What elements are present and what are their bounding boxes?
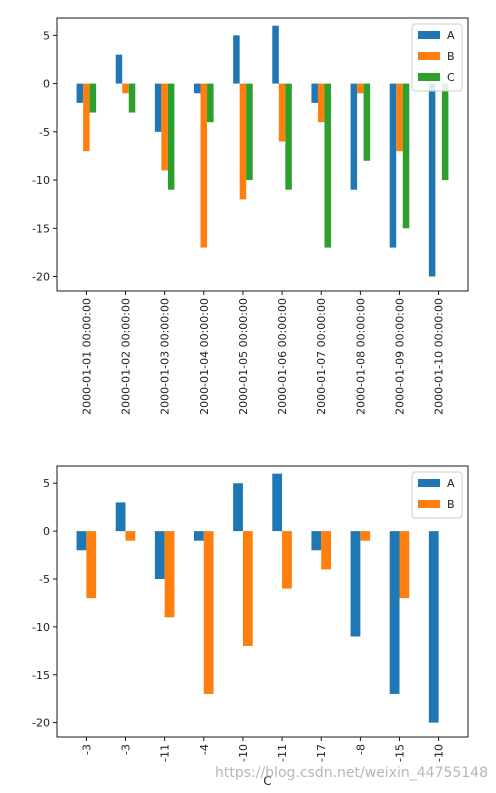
bar-B-3 — [164, 531, 175, 618]
y-tick-label: -10 — [32, 174, 50, 187]
bar-B-5 — [239, 83, 247, 200]
x-tick-label: -11 — [276, 744, 289, 762]
bar-C-7 — [324, 83, 331, 248]
bar-B-7 — [321, 531, 331, 570]
x-tick-label: -17 — [315, 744, 328, 762]
x-tick-label: 2000-01-03 00:00:00 — [159, 298, 172, 415]
bar-A-1 — [76, 531, 87, 551]
axes-frame — [56, 465, 469, 738]
y-tick-label: 0 — [43, 78, 50, 91]
bar-B-8 — [357, 83, 364, 94]
bar-B-3 — [161, 83, 168, 171]
legend-label-B: B — [447, 498, 455, 511]
bar-A-1 — [76, 83, 84, 103]
y-tick-label: -5 — [39, 573, 50, 586]
bar-C-8 — [363, 83, 371, 161]
y-tick-label: -20 — [32, 271, 50, 284]
legend-swatch-A — [418, 479, 440, 487]
bar-C-4 — [207, 83, 214, 123]
bar-B-9 — [396, 83, 403, 152]
bar-A-3 — [154, 531, 165, 579]
bar-C-2 — [128, 83, 136, 113]
axes-frame — [56, 17, 469, 292]
bar-B-9 — [399, 531, 410, 599]
x-tick-label: -10 — [237, 744, 250, 762]
bar-A-10 — [428, 531, 439, 723]
y-tick-label: -5 — [39, 126, 50, 139]
bar-A-7 — [311, 83, 318, 103]
x-tick-label: -3 — [80, 744, 93, 755]
legend-swatch-C — [418, 73, 440, 81]
bar-B-2 — [122, 83, 129, 94]
bar-B-8 — [360, 531, 371, 541]
y-tick-label: 5 — [43, 29, 50, 42]
legend-label-B: B — [447, 50, 455, 63]
bar-A-2 — [115, 502, 126, 532]
legend: AB — [411, 471, 463, 519]
bar-A-6 — [272, 25, 279, 84]
bar-A-9 — [389, 83, 397, 248]
chart-1: 5 0 -5 -10 -15 -20 2000-01-01 00:00:00 2000-01-… — [32, 17, 469, 415]
watermark-text: https://blog.csdn.net/weixin_44755148 — [214, 765, 488, 781]
legend-swatch-B — [418, 500, 440, 508]
x-tick-label: 2000-01-05 00:00:00 — [237, 298, 250, 415]
y-tick-label: 5 — [43, 477, 50, 490]
bar-A-8 — [350, 83, 358, 190]
legend-label-A: A — [447, 477, 455, 490]
x-tick-label: 2000-01-10 00:00:00 — [433, 298, 446, 415]
x-tick-label: -4 — [198, 744, 211, 755]
bar-B-7 — [317, 83, 325, 123]
bar-C-10 — [441, 83, 449, 181]
bar-A-6 — [272, 473, 283, 532]
bar-A-10 — [428, 83, 436, 277]
bar-A-4 — [194, 531, 204, 541]
bar-B-6 — [282, 531, 292, 589]
bar-C-1 — [89, 83, 97, 113]
bar-A-9 — [389, 531, 400, 694]
legend-swatch-A — [418, 31, 440, 39]
bar-B-4 — [200, 83, 208, 248]
x-tick-label: 2000-01-08 00:00:00 — [354, 298, 367, 415]
bar-A-5 — [233, 483, 243, 532]
bar-B-5 — [242, 531, 253, 647]
x-tick-label: 2000-01-06 00:00:00 — [276, 298, 289, 415]
bar-B-2 — [125, 531, 136, 541]
legend: ABC — [411, 23, 463, 92]
x-tick-label: -8 — [354, 744, 367, 755]
bar-A-5 — [233, 35, 240, 84]
x-tick-label: -15 — [394, 744, 407, 762]
bar-A-4 — [194, 83, 201, 94]
legend-label-C: C — [447, 71, 455, 84]
chart-2: 5 0 -5 -10 -15 -20 -3 -3 -11 -4 -10 -11 -17 -8 -15 -10 C… — [32, 465, 469, 788]
bar-A-2 — [115, 54, 123, 84]
bar-B-4 — [203, 531, 214, 694]
bar-C-3 — [167, 83, 175, 190]
x-tick-label: -10 — [433, 744, 446, 762]
x-tick-label: 2000-01-09 00:00:00 — [394, 298, 407, 415]
legend-swatch-B — [418, 52, 440, 60]
x-tick-label: 2000-01-02 00:00:00 — [120, 298, 133, 415]
bar-A-7 — [311, 531, 322, 551]
bar-B-1 — [83, 83, 90, 152]
bar-C-6 — [285, 83, 292, 190]
x-tick-label: 2000-01-01 00:00:00 — [80, 298, 93, 415]
bar-B-6 — [278, 83, 286, 142]
bar-A-3 — [154, 83, 162, 132]
y-tick-label: -15 — [32, 669, 50, 682]
x-tick-label: 2000-01-07 00:00:00 — [315, 298, 328, 415]
y-tick-label: -15 — [32, 222, 50, 235]
bar-A-8 — [350, 531, 361, 637]
bar-C-5 — [246, 83, 253, 181]
bar-B-1 — [86, 531, 97, 599]
x-tick-label: 2000-01-04 00:00:00 — [198, 298, 211, 415]
x-axis-title: C — [263, 774, 271, 788]
x-tick-label: -11 — [159, 744, 172, 762]
legend-label-A: A — [447, 29, 455, 42]
x-tick-label: -3 — [120, 744, 133, 755]
bar-C-9 — [402, 83, 410, 229]
y-tick-label: 0 — [43, 525, 50, 538]
y-tick-label: -10 — [32, 621, 50, 634]
y-tick-label: -20 — [32, 717, 50, 730]
